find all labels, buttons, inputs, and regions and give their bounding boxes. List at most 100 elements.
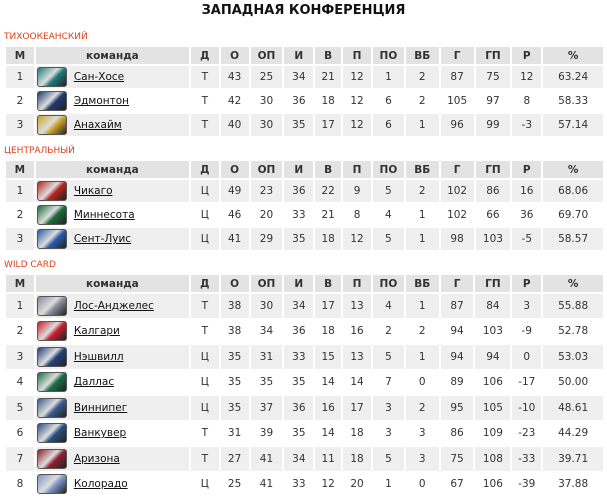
cell: 20 xyxy=(343,472,371,496)
cell: 18 xyxy=(343,447,371,471)
cell: 55.88 xyxy=(543,294,603,318)
cell: 2 xyxy=(372,319,404,343)
cell: 67 xyxy=(440,472,474,496)
team-link[interactable]: Даллас xyxy=(73,376,115,389)
team-logo-icon xyxy=(36,321,67,342)
team-link[interactable]: Анахайм xyxy=(73,119,122,131)
cell: 35 xyxy=(284,421,314,445)
cell: 2 xyxy=(405,396,439,420)
cell: -5 xyxy=(512,228,542,250)
team-link[interactable]: Виннипег xyxy=(73,401,128,414)
cell: 8 xyxy=(343,204,371,226)
cell: -33 xyxy=(512,447,542,471)
team-link[interactable]: Нэшвилл xyxy=(73,350,124,363)
team-cell: Колорадо xyxy=(35,472,189,496)
cell: 35 xyxy=(284,228,314,250)
cell: 5 xyxy=(372,180,404,202)
cell: 58.57 xyxy=(543,228,603,250)
cell: 43 xyxy=(220,66,249,88)
team-cell: Миннесота xyxy=(35,204,189,226)
team-link[interactable]: Аризона xyxy=(73,452,120,465)
cell: 12 xyxy=(315,472,342,496)
cell: 18 xyxy=(315,228,342,250)
cell: 44.29 xyxy=(543,421,603,445)
cell: 97 xyxy=(475,90,511,112)
column-header: М xyxy=(6,47,34,64)
cell: 58.33 xyxy=(543,90,603,112)
column-header: ОП xyxy=(250,275,283,292)
team-link[interactable]: Чикаго xyxy=(73,185,113,197)
column-header: % xyxy=(543,161,603,178)
cell: Ц xyxy=(190,370,219,394)
cell: 34 xyxy=(284,447,314,471)
cell: 9 xyxy=(343,180,371,202)
section-label: ТИХООКЕАНСКИЙ xyxy=(4,32,88,42)
cell: 106 xyxy=(475,472,511,496)
column-header: В xyxy=(315,47,342,64)
team-cell: Анахайм xyxy=(35,114,189,136)
cell: 33 xyxy=(284,204,314,226)
column-header: О xyxy=(220,47,249,64)
cell: 3 xyxy=(6,114,34,136)
column-header: ВБ xyxy=(405,47,439,64)
cell: -39 xyxy=(512,472,542,496)
cell: 102 xyxy=(440,204,474,226)
cell: 5 xyxy=(372,345,404,369)
cell: 18 xyxy=(315,319,342,343)
team-logo-icon xyxy=(36,346,67,367)
cell: 106 xyxy=(475,370,511,394)
cell: 30 xyxy=(250,90,283,112)
cell: 14 xyxy=(315,421,342,445)
cell: 34 xyxy=(284,294,314,318)
team-cell: Аризона xyxy=(35,447,189,471)
cell: 23 xyxy=(250,180,283,202)
team-link[interactable]: Миннесота xyxy=(73,209,135,221)
column-header: команда xyxy=(35,161,189,178)
section-label: ЦЕНТРАЛЬНЫЙ xyxy=(4,146,75,156)
cell: 105 xyxy=(440,90,474,112)
cell: 12 xyxy=(343,228,371,250)
cell: 5 xyxy=(6,396,34,420)
cell: 30 xyxy=(250,114,283,136)
cell: 5 xyxy=(372,228,404,250)
column-header: ГП xyxy=(475,47,511,64)
cell: 2 xyxy=(6,90,34,112)
team-logo-icon xyxy=(36,423,67,444)
team-link[interactable]: Сан-Хосе xyxy=(73,71,125,83)
team-logo-icon xyxy=(36,448,67,469)
cell: 17 xyxy=(315,114,342,136)
team-cell: Нэшвилл xyxy=(35,345,189,369)
column-header: ГП xyxy=(475,275,511,292)
cell: Ц xyxy=(190,345,219,369)
cell: 94 xyxy=(440,345,474,369)
cell: Ц xyxy=(190,204,219,226)
column-header: М xyxy=(6,275,34,292)
cell: 68.06 xyxy=(543,180,603,202)
cell: 8 xyxy=(512,90,542,112)
cell: 4 xyxy=(372,294,404,318)
team-link[interactable]: Ванкувер xyxy=(73,427,127,440)
team-link[interactable]: Сент-Луис xyxy=(73,233,132,245)
team-link[interactable]: Колорадо xyxy=(73,478,128,491)
column-header: Д xyxy=(190,161,219,178)
column-header: Г xyxy=(440,161,474,178)
cell: Т xyxy=(190,90,219,112)
team-link[interactable]: Лос-Анджелес xyxy=(73,299,154,312)
cell: 69.70 xyxy=(543,204,603,226)
team-logo-icon xyxy=(36,397,67,418)
cell: 29 xyxy=(250,228,283,250)
team-cell: Ванкувер xyxy=(35,421,189,445)
team-link[interactable]: Эдмонтон xyxy=(73,95,130,107)
column-header: ОП xyxy=(250,47,283,64)
cell: 0 xyxy=(405,370,439,394)
cell: 3 xyxy=(405,447,439,471)
cell: 36 xyxy=(284,396,314,420)
cell: 33 xyxy=(284,345,314,369)
cell: 27 xyxy=(220,447,249,471)
cell: 1 xyxy=(372,472,404,496)
cell: 35 xyxy=(284,114,314,136)
team-link[interactable]: Калгари xyxy=(73,325,120,338)
cell: 1 xyxy=(6,180,34,202)
